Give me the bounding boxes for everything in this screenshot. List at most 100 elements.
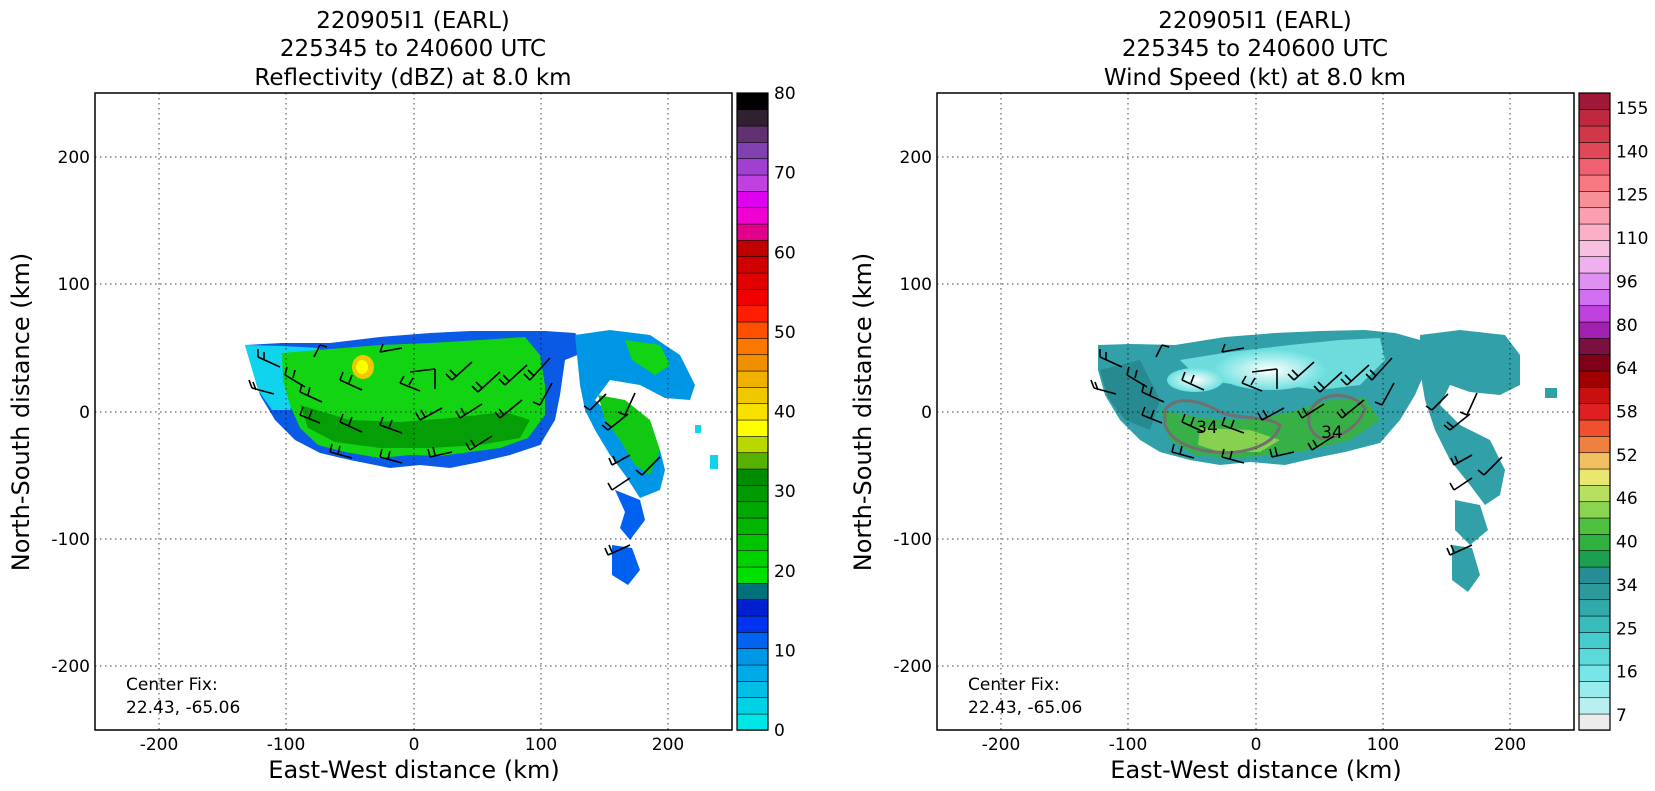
colorbar-tick-label: 50 [774, 323, 796, 343]
center-fix-label: Center Fix: [126, 675, 218, 695]
colorbar-swatch [736, 223, 769, 241]
center-fix-value: 22.43, -65.06 [968, 698, 1082, 718]
colorbar-tick-label: 34 [1616, 576, 1638, 596]
colorbar-tick-label: 52 [1616, 446, 1638, 466]
title-line-1: 220905I1 (EARL) [316, 8, 510, 34]
echo-speck [695, 425, 701, 433]
colorbar-swatch [1578, 419, 1611, 437]
colorbar-swatch [1578, 468, 1611, 486]
wind-barb [1269, 446, 1295, 458]
colorbar-tick-label: 25 [1616, 619, 1638, 639]
wind-barb [583, 393, 607, 411]
colorbar-swatch [736, 370, 769, 388]
colorbar-swatch [736, 190, 769, 209]
wind-barb [1221, 448, 1245, 464]
echo-arc-green [598, 395, 660, 475]
colorbar-swatch [736, 141, 769, 160]
colorbar-swatch [736, 419, 769, 437]
y-tick-label: 200 [900, 148, 932, 168]
y-tick-label: -100 [51, 530, 90, 550]
wind-barb [1340, 364, 1370, 386]
colorbar-swatch [1578, 566, 1611, 584]
y-axis: 200 100 0 -100 -200 North-South distance… [7, 148, 90, 677]
colorbar-swatch [1578, 517, 1611, 535]
wind-barb [1313, 371, 1343, 393]
colorbar-swatch [1578, 207, 1611, 225]
colorbar-swatch [736, 648, 769, 666]
wind-barb [445, 361, 473, 381]
colorbar-swatch [1578, 337, 1611, 356]
wind-barb [607, 477, 631, 491]
wind-barb [1171, 443, 1195, 459]
colorbar-swatch [736, 468, 769, 486]
center-fix-value: 22.43, -65.06 [126, 698, 240, 718]
wind-speck [1545, 388, 1557, 398]
wind-barb [1374, 382, 1395, 406]
wind-barb [1221, 416, 1245, 434]
colorbar-swatch [1578, 125, 1611, 143]
contour-label: 34 [1196, 418, 1218, 438]
colorbar-swatch [1578, 648, 1611, 666]
colorbar-tick-label: 140 [1616, 142, 1648, 162]
wind-barb [608, 454, 631, 466]
colorbar-swatch [1578, 141, 1611, 160]
wind-field-dark-teal [1100, 360, 1160, 430]
colorbar-reflectivity: 0 10 20 30 40 50 60 70 80 [736, 84, 796, 741]
wind-barb [339, 371, 363, 391]
y-axis: 200 100 0 -100 -200 North-South distance… [849, 148, 932, 677]
y-tick-label: 200 [58, 148, 90, 168]
colorbar-swatch [736, 664, 769, 682]
colorbar-swatch [736, 517, 769, 535]
colorbar-tick-label: 125 [1616, 186, 1648, 206]
y-tick-label: 100 [900, 275, 932, 295]
wind-barb [1141, 383, 1165, 403]
colorbar-swatch [1578, 272, 1611, 290]
colorbar-swatch [1578, 582, 1611, 601]
wind-barb [379, 343, 403, 353]
x-tick-label: 200 [652, 735, 684, 755]
wind-barb [1450, 454, 1473, 466]
wind-barb [635, 456, 661, 476]
echo-east-green [625, 340, 670, 375]
colorbar-swatch [1578, 664, 1611, 682]
chart-title: 220905I1 (EARL) 225345 to 240600 UTC Ref… [254, 8, 571, 91]
colorbar-swatch [736, 615, 769, 633]
wind-barb [617, 392, 636, 416]
colorbar-swatch [1578, 533, 1611, 552]
colorbar-swatch [1578, 697, 1611, 715]
colorbar-tick-label: 110 [1616, 229, 1648, 249]
colorbar-tick-label: 7 [1616, 706, 1627, 726]
center-fix-annotation: Center Fix: 22.43, -65.06 [968, 675, 1082, 718]
wind-field-bright-core [1167, 368, 1223, 392]
colorbar-swatch [736, 403, 769, 421]
wind-barbs [1090, 343, 1503, 556]
colorbar-swatch [736, 582, 769, 601]
colorbar-swatch [736, 305, 769, 323]
colorbar-swatch [1578, 615, 1611, 633]
title-line-1: 220905I1 (EARL) [1158, 8, 1352, 34]
panel-wind-speed: 220905I1 (EARL) 225345 to 240600 UTC Win… [849, 8, 1648, 784]
y-tick-label: -100 [893, 530, 932, 550]
colorbar-swatch [736, 288, 769, 307]
colorbar-tick-label: 64 [1616, 359, 1638, 379]
echo-tail [615, 490, 645, 540]
wind-barb [299, 383, 323, 403]
y-axis-label: North-South distance (km) [7, 253, 35, 572]
echo-tail-south [612, 545, 640, 585]
colorbar-swatch [1578, 239, 1611, 258]
colorbar-swatch [736, 697, 769, 715]
wind-barb [532, 382, 553, 406]
colorbar-tick-label: 30 [774, 482, 796, 502]
y-tick-label: -200 [893, 657, 932, 677]
x-tick-label: -100 [1109, 735, 1148, 755]
x-tick-label: 200 [1494, 735, 1526, 755]
contour-34kt [1307, 394, 1367, 440]
title-line-2: 225345 to 240600 UTC [280, 36, 546, 62]
colorbar-swatches [1578, 92, 1611, 731]
plot-frame [936, 92, 1575, 731]
wind-barb [604, 544, 631, 556]
colorbar-tick-label: 0 [774, 721, 785, 741]
wind-barb [465, 435, 493, 451]
title-line-3: Reflectivity (dBZ) at 8.0 km [254, 65, 571, 91]
